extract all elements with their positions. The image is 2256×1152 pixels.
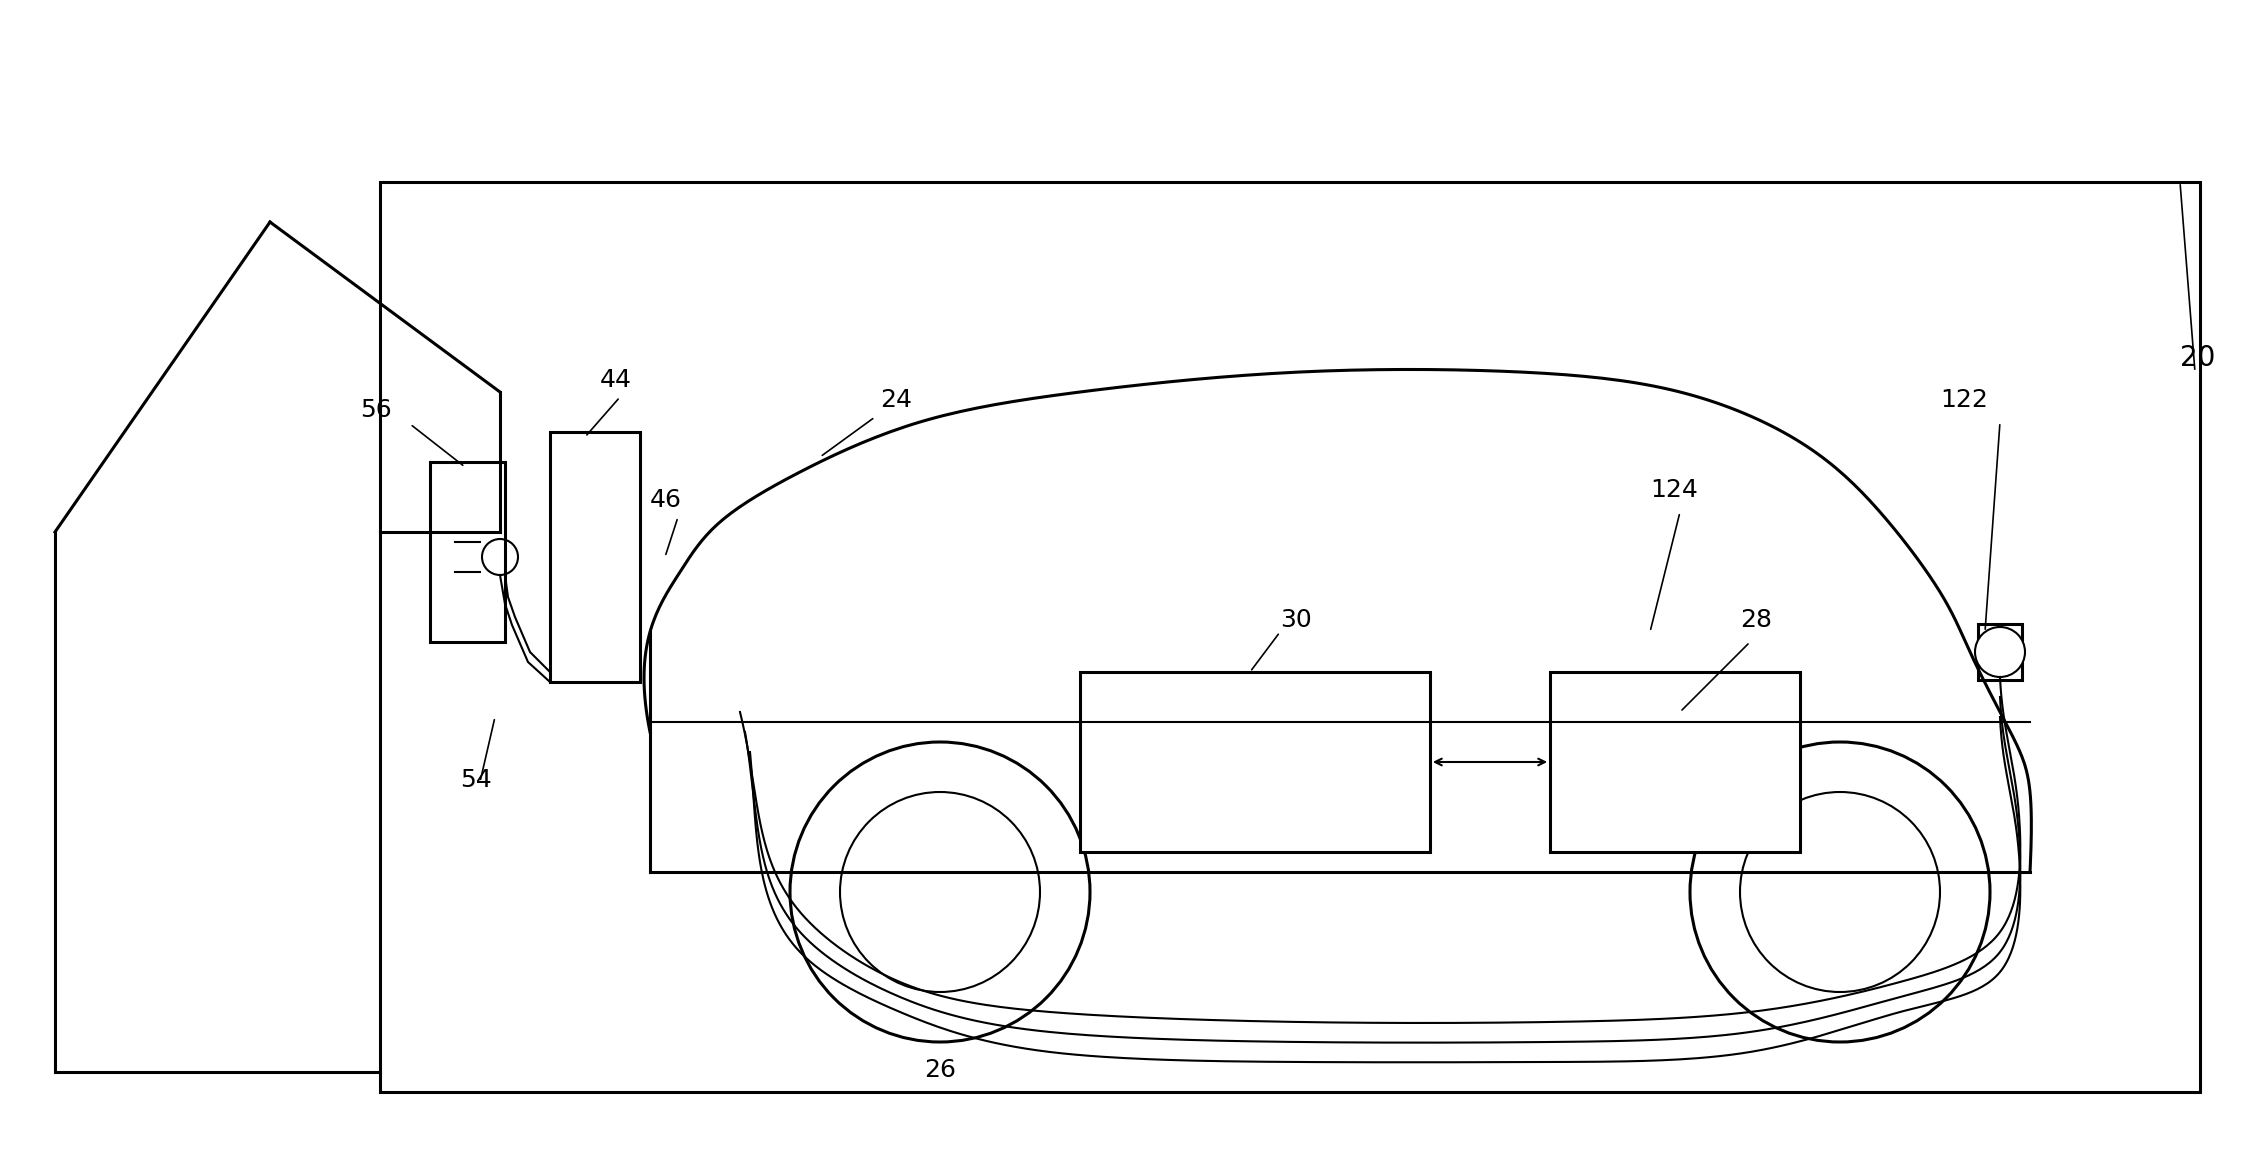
- Text: 30: 30: [1279, 608, 1311, 632]
- Text: 54: 54: [460, 768, 492, 793]
- Text: 20: 20: [2179, 344, 2215, 372]
- Circle shape: [839, 793, 1040, 992]
- Text: 56: 56: [361, 397, 393, 422]
- Text: 122: 122: [1940, 388, 1988, 412]
- Bar: [1081, 672, 1430, 852]
- Circle shape: [1690, 742, 1990, 1043]
- Bar: [1979, 624, 2021, 680]
- Bar: [1550, 672, 1800, 852]
- Bar: [379, 182, 2200, 1092]
- Text: 124: 124: [1649, 478, 1699, 502]
- Text: 28: 28: [1739, 608, 1771, 632]
- Text: 24: 24: [880, 388, 911, 412]
- Text: 46: 46: [650, 488, 681, 511]
- Bar: [550, 432, 641, 682]
- Circle shape: [1974, 627, 2026, 677]
- Text: 44: 44: [600, 367, 632, 392]
- Circle shape: [790, 742, 1090, 1043]
- Bar: [431, 462, 505, 642]
- Text: 26: 26: [925, 1058, 957, 1082]
- Circle shape: [1739, 793, 1940, 992]
